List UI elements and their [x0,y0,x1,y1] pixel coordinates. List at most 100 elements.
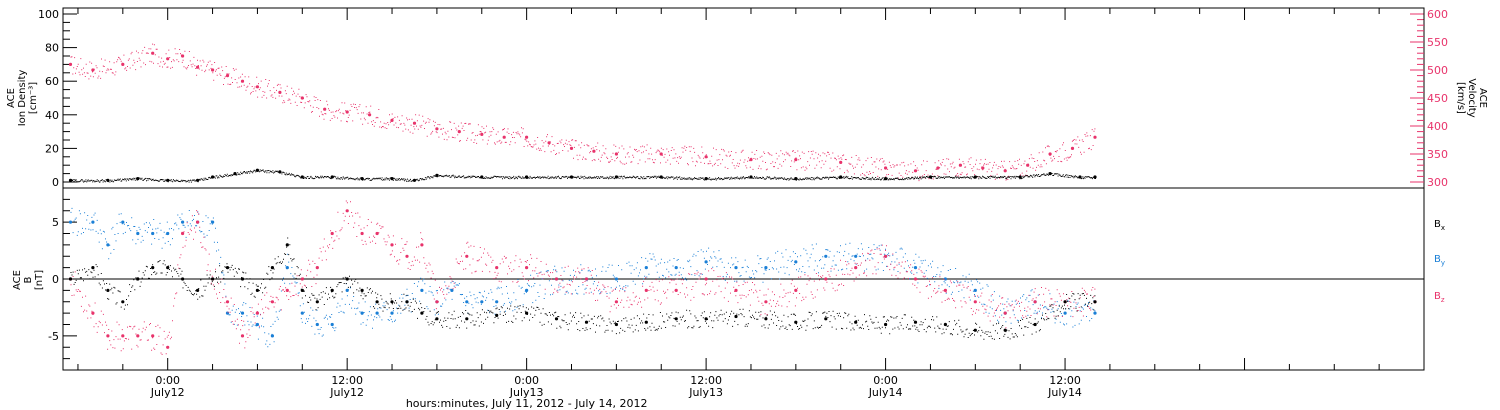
data-point [1093,311,1097,315]
data-point [345,110,349,114]
data-point [554,317,559,321]
data-point [121,334,125,338]
x-tick-time: 12:00 [1049,374,1081,387]
data-point [824,277,828,281]
data-point [480,300,484,304]
data-point [958,163,963,167]
right-tick-label: 500 [1427,64,1448,77]
data-point [420,243,424,247]
left-tick-label: 20 [45,142,59,155]
data-point [839,160,843,164]
data-point [315,300,319,304]
data-point [943,322,948,327]
data-point [166,57,170,61]
data-point [196,65,200,69]
data-point [644,266,648,270]
data-point [255,288,259,292]
data-point [1048,152,1052,156]
right-axis-label: ACEVelocity[km/s] [1455,78,1488,117]
data-point [1003,169,1007,173]
data-point [360,311,364,315]
data-point [181,220,185,224]
data-point [390,243,394,247]
data-point [764,266,768,270]
right-tick-label: 350 [1427,148,1448,161]
data-point [136,231,140,236]
legend-entry-x: Bx [1434,219,1445,232]
data-point [68,220,73,224]
data-point [330,288,334,292]
data-point [824,317,828,321]
data-point [1003,328,1007,332]
data-point [704,277,708,281]
legend-entry-y: By [1434,254,1445,267]
data-point [166,345,170,349]
right-axis-label-line: [km/s] [1455,82,1466,114]
data-point [181,231,185,236]
data-point [794,288,798,292]
data-point [240,311,245,315]
data-point [764,300,768,304]
data-point [1003,311,1007,315]
data-point [390,311,394,315]
bottom-axis-label-line: B [23,276,34,283]
left-axis-label: ACEIon Density[cm⁻³] [6,70,39,127]
top-series-velocity [68,43,1097,182]
data-point [330,231,334,236]
data-point [1093,175,1097,179]
data-point [614,152,619,156]
data-point [405,300,409,304]
data-point [794,158,798,162]
data-point [435,127,439,131]
data-point [674,317,678,321]
data-point [614,322,619,327]
data-point [973,300,977,304]
data-point [368,113,372,117]
data-point [569,146,574,150]
data-point [278,90,282,94]
data-point [196,288,200,292]
data-point [614,300,619,304]
x-tick-day: July12 [150,386,185,399]
legend-subscript: x [1441,224,1445,232]
x-tick-time: 12:00 [690,374,722,387]
data-point [749,158,753,162]
data-point [285,243,289,247]
data-point [592,149,596,153]
data-point [457,130,461,134]
right-tick-label: 300 [1427,176,1448,189]
x-tick-day: July13 [688,386,723,399]
data-point [270,334,274,338]
x-tick-time: 0:00 [155,374,180,387]
bottom-tick-label: 0 [52,273,59,286]
data-point [973,288,977,292]
data-scatter-cloud [70,237,1096,340]
data-point [166,266,170,270]
legend-subscript: y [1441,259,1445,267]
data-point [225,266,230,270]
data-point [465,254,469,258]
legend-label: B [1434,219,1441,230]
data-point [270,266,274,270]
data-point [375,300,379,304]
data-point [1093,135,1097,139]
data-point [91,220,95,224]
data-point [674,266,678,270]
data-point [495,313,499,317]
bottom-series-by [68,207,1097,348]
bottom-axis-label: ACEB[nT] [12,270,45,290]
data-point [495,266,499,270]
data-point [420,288,424,292]
data-point [375,231,379,236]
data-point [121,220,125,224]
right-tick-label: 550 [1427,36,1448,49]
data-point [794,260,798,264]
data-point [584,277,589,281]
data-point [405,254,409,258]
bottom-axis-label-line: ACE [12,270,23,290]
data-point [166,231,170,236]
bottom-tick-label: 5 [52,216,59,229]
x-tick-day: July12 [329,386,364,399]
data-point [255,85,259,89]
